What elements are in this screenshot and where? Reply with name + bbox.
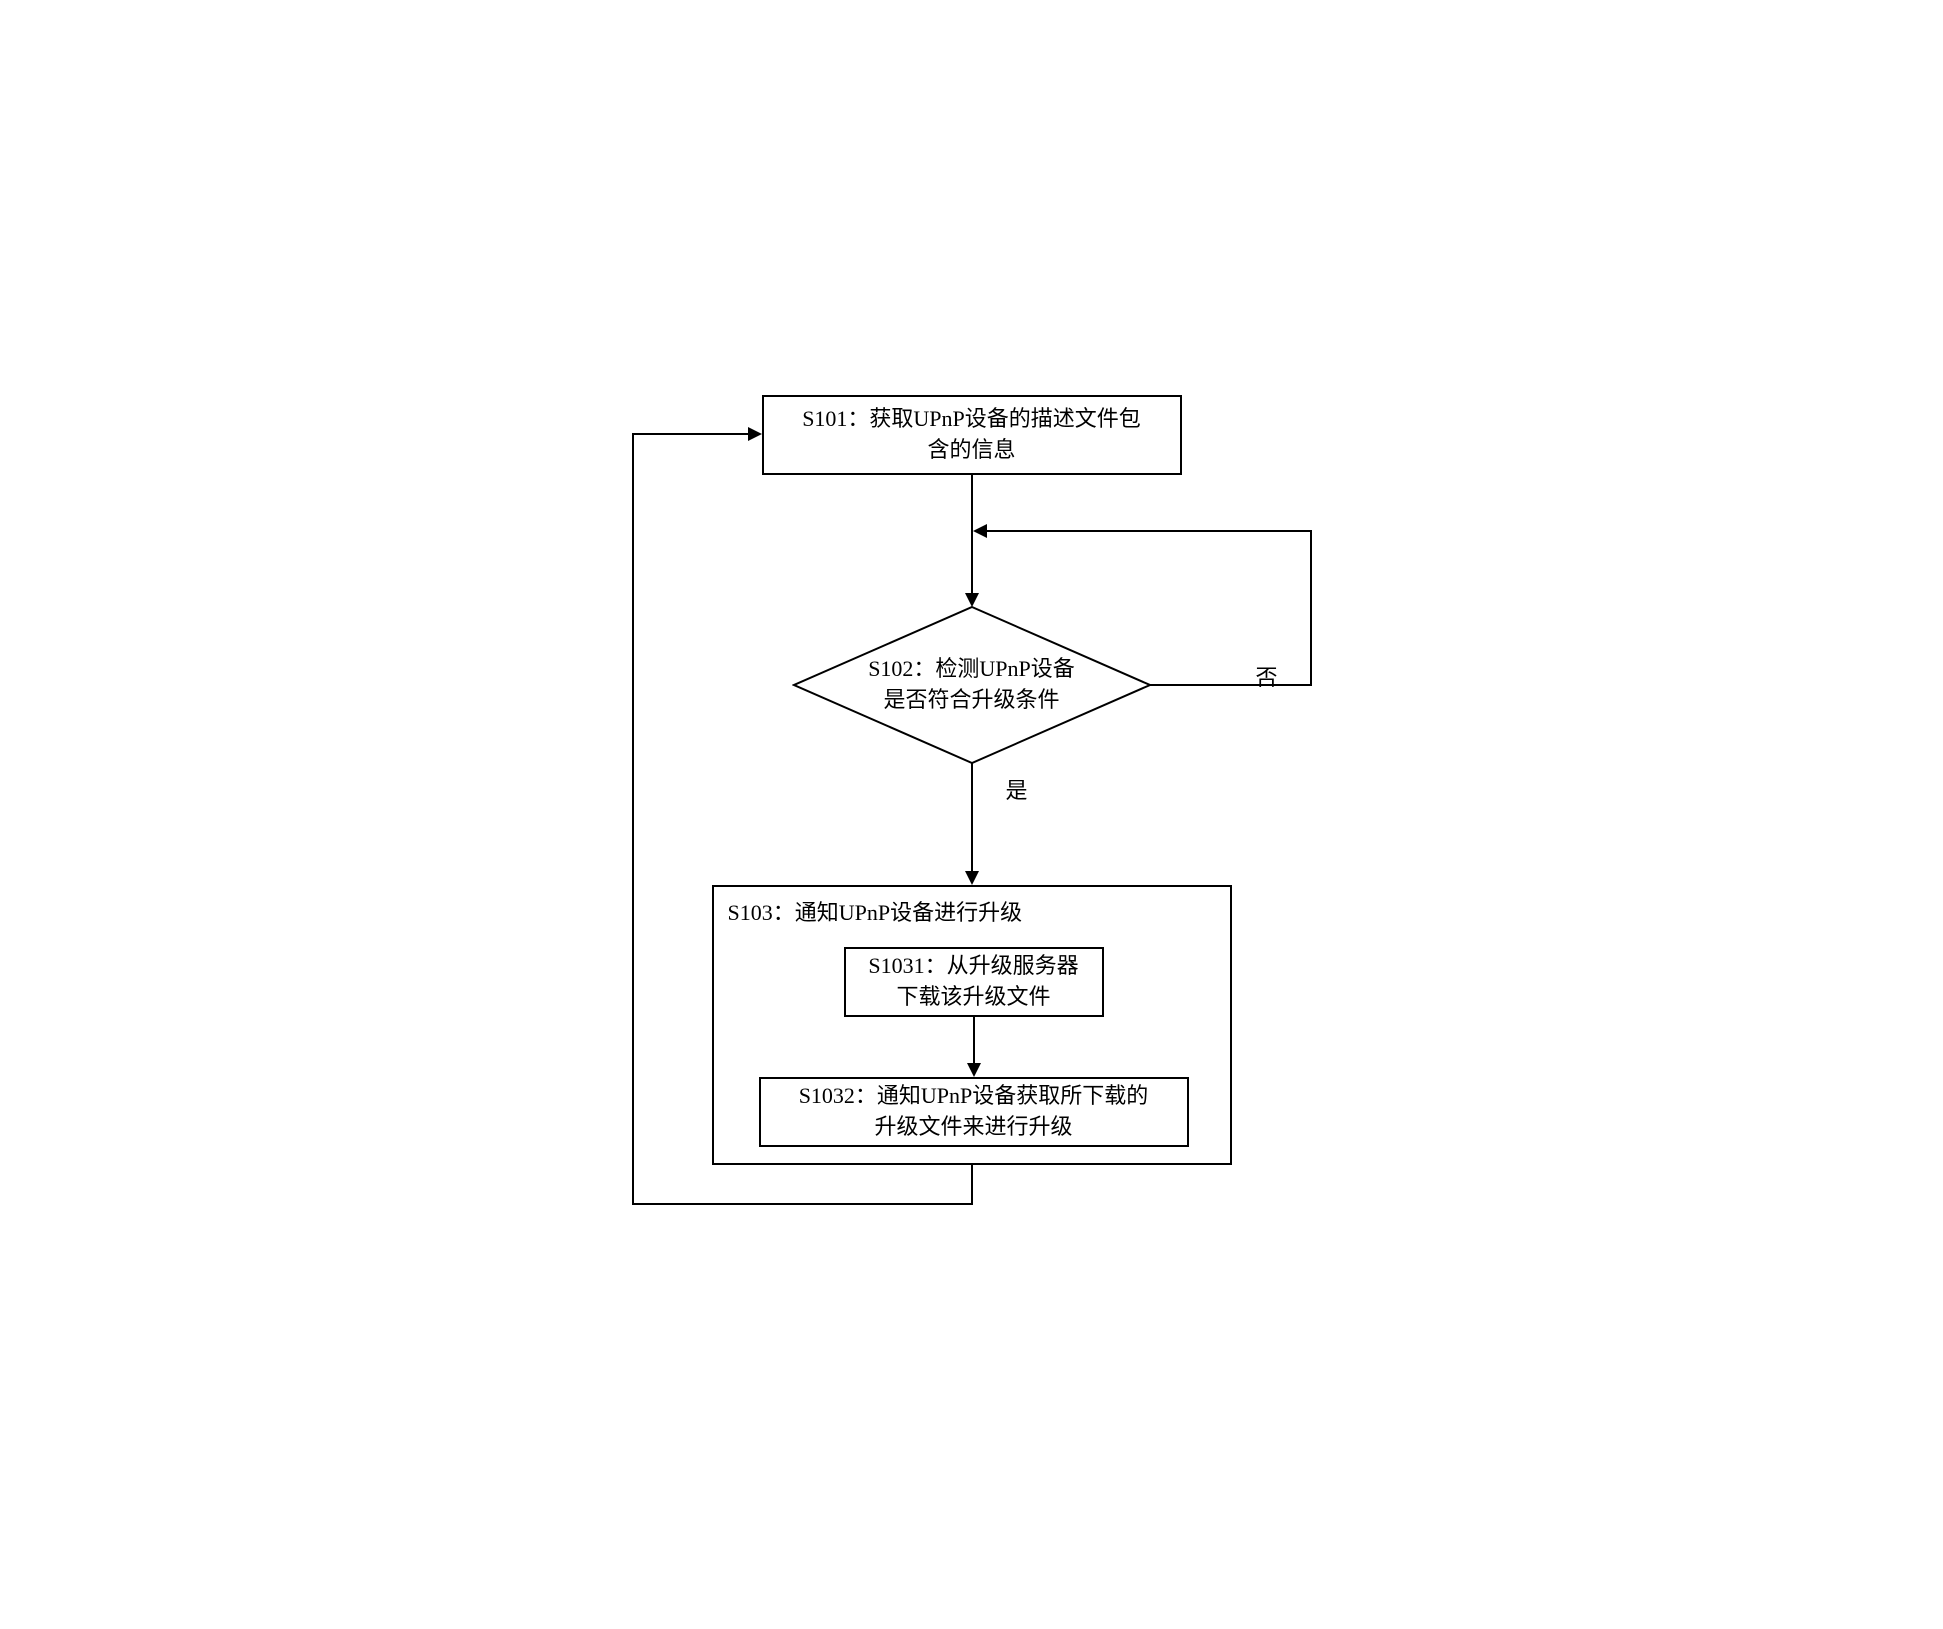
edge-loop-v1 xyxy=(971,1165,973,1205)
node-s101: S101：获取UPnP设备的描述文件包 含的信息 xyxy=(762,395,1182,475)
flowchart-diagram: S101：获取UPnP设备的描述文件包 含的信息 S102：检测UPnP设备 是… xyxy=(472,365,1472,1265)
edge-no-label: 否 xyxy=(1252,660,1282,692)
node-s103-title: S103：通知UPnP设备进行升级 xyxy=(728,895,1023,927)
node-s101-label: S101：获取UPnP设备的描述文件包 含的信息 xyxy=(802,404,1141,466)
node-s1032-label: S1032：通知UPnP设备获取所下载的 升级文件来进行升级 xyxy=(799,1081,1149,1143)
edge-no-v1 xyxy=(1310,530,1312,686)
node-s103: S103：通知UPnP设备进行升级 S1031：从升级服务器 下载该升级文件 S… xyxy=(712,885,1232,1165)
edge-s1031-s1032-arrow xyxy=(967,1063,981,1077)
node-s102-label: S102：检测UPnP设备 是否符合升级条件 xyxy=(792,605,1152,765)
edge-s102-s103 xyxy=(971,763,973,873)
edge-no-h1 xyxy=(1150,684,1312,686)
edge-no-arrow xyxy=(973,524,987,538)
edge-s1031-s1032 xyxy=(973,1017,975,1065)
edge-yes-label: 是 xyxy=(1002,773,1032,805)
node-s1031-label: S1031：从升级服务器 下载该升级文件 xyxy=(868,951,1078,1013)
edge-loop-v2 xyxy=(632,433,634,1205)
edge-loop-h2 xyxy=(632,433,750,435)
edge-s102-s103-arrow xyxy=(965,871,979,885)
node-s1032: S1032：通知UPnP设备获取所下载的 升级文件来进行升级 xyxy=(759,1077,1189,1147)
edge-loop-h1 xyxy=(632,1203,973,1205)
node-s102: S102：检测UPnP设备 是否符合升级条件 xyxy=(792,605,1152,765)
node-s1031: S1031：从升级服务器 下载该升级文件 xyxy=(844,947,1104,1017)
edge-loop-arrow xyxy=(748,427,762,441)
edge-no-h2 xyxy=(985,530,1312,532)
